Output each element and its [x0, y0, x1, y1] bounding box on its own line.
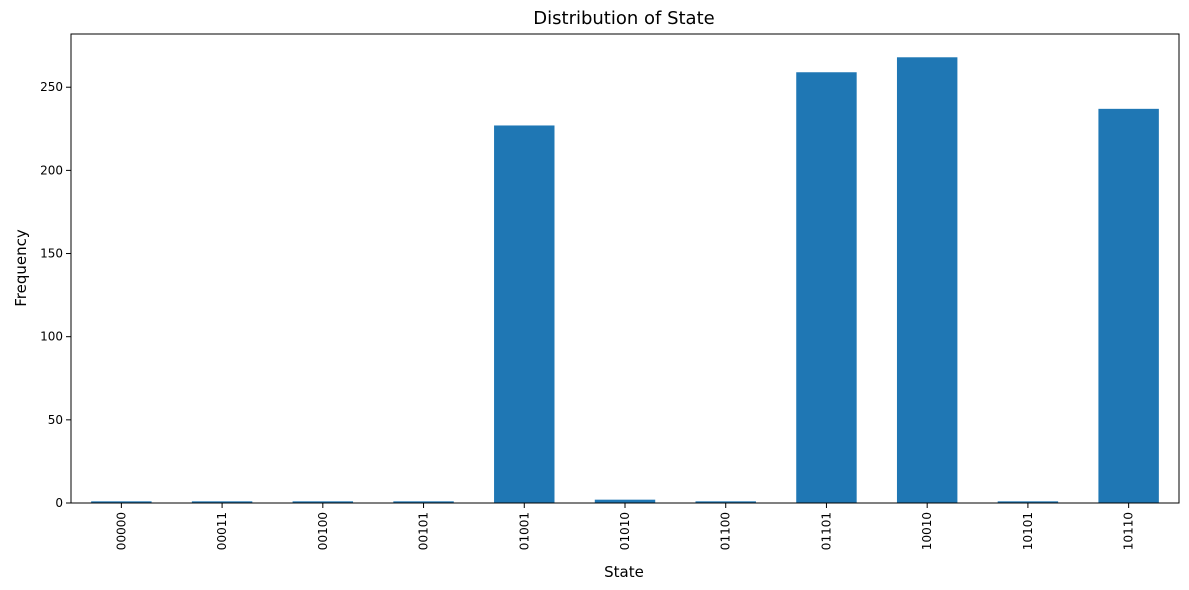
x-tick-label: 01100: [719, 512, 733, 550]
plot-frame: [70, 33, 1180, 504]
bar-00011: [191, 501, 253, 503]
x-tick-label: 10110: [1122, 512, 1136, 550]
bar-01001: [494, 125, 555, 504]
x-tick-label: 00011: [215, 512, 229, 550]
x-tick-label: 01001: [517, 512, 531, 550]
y-tick-label: 100: [40, 330, 63, 344]
bar-01100: [695, 501, 756, 503]
bar-10101: [997, 501, 1059, 503]
x-tick-label: 10010: [920, 512, 934, 550]
plot-area: 00000 00011 00100 00101 01001 01010 01100 01101…: [40, 33, 1180, 550]
y-tick-label: 50: [48, 413, 63, 427]
y-tick-label: 150: [40, 247, 63, 261]
bar-00101: [393, 501, 454, 503]
chart-title: Distribution of State: [533, 8, 714, 29]
x-tick-label: 00100: [316, 512, 330, 550]
bar-01101: [796, 72, 857, 503]
x-tick-label: 10101: [1021, 512, 1035, 550]
bar-10010: [896, 57, 958, 503]
bar-00100: [292, 501, 354, 503]
x-tick-label: 00101: [417, 512, 431, 550]
x-tick-label: 01010: [618, 512, 632, 550]
y-tick-label: 200: [40, 163, 63, 177]
bar-00000: [91, 501, 152, 503]
y-tick-label: 0: [55, 496, 63, 510]
x-axis-label: State: [604, 563, 644, 581]
bar-10110: [1098, 108, 1159, 503]
y-tick-label: 250: [40, 80, 63, 94]
bar-01010: [594, 499, 656, 503]
y-axis-label: Frequency: [12, 229, 30, 307]
x-tick-label: 00000: [114, 512, 128, 550]
x-tick-label: 01101: [819, 512, 833, 550]
